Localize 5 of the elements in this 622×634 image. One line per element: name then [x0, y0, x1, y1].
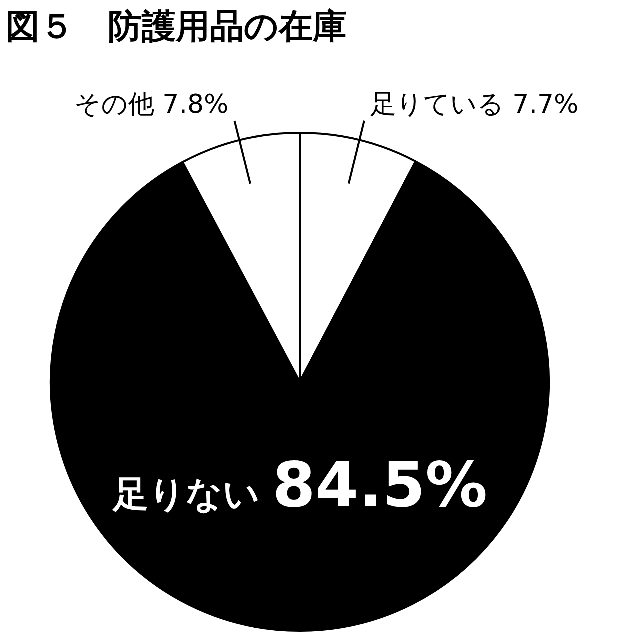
- slice-label: その他 7.8%: [74, 90, 229, 120]
- data-label: 84.5%: [272, 448, 488, 522]
- slice-label: 足りている 7.7%: [370, 90, 579, 120]
- chart-title: 図５ 防護用品の在庫: [6, 7, 347, 47]
- slice-label: 足りない: [112, 474, 273, 516]
